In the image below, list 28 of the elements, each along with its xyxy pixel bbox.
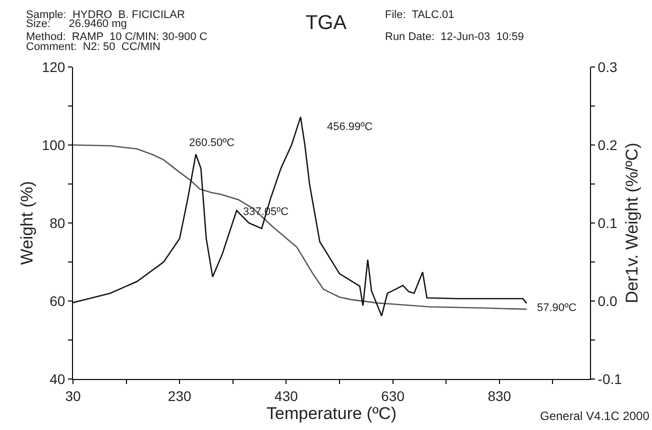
y2-tick-label: -0.1 xyxy=(598,370,622,387)
line-series xyxy=(73,116,528,316)
text: Run Date: 12-Jun-03 10:59 xyxy=(385,31,524,43)
x-tick-label: 30 xyxy=(65,388,81,404)
y2-tick-label: 0.3 xyxy=(598,58,618,75)
x-tick-label: 430 xyxy=(274,388,298,404)
x-tick-label: 830 xyxy=(488,388,512,404)
text: Comment: N2: 50 CC/MIN xyxy=(26,41,161,53)
y2-tick-label: 0.2 xyxy=(598,136,618,153)
x-axis-title: Temperature (ºC) xyxy=(266,404,396,423)
y-tick-label: 40 xyxy=(50,370,66,387)
y-tick-label: 100 xyxy=(42,136,66,153)
y2-tick-label: 0.1 xyxy=(598,214,618,231)
y-axis-title: Weight (%) xyxy=(17,181,36,265)
y2-tick-label: 0.0 xyxy=(598,292,618,309)
annotation: 456.99ºC xyxy=(327,121,373,133)
chart-title: TGA xyxy=(305,12,348,34)
y2-axis-title: Der1v. Weight (%/ºC) xyxy=(622,142,642,304)
x-tick-label: 630 xyxy=(381,388,405,404)
y-tick-label: 120 xyxy=(42,58,66,75)
annotation: 260.50ºC xyxy=(189,137,235,149)
y-tick-label: 60 xyxy=(50,292,66,309)
text: General V4.1C 2000 xyxy=(540,409,650,423)
x-tick-label: 230 xyxy=(168,388,192,404)
annotation: 57.90ºC xyxy=(537,302,577,314)
y-tick-label: 80 xyxy=(50,214,66,231)
text: Method: RAMP 10 C/MIN: 30-900 C xyxy=(26,31,208,43)
text: File: TALC.01 xyxy=(385,9,454,21)
